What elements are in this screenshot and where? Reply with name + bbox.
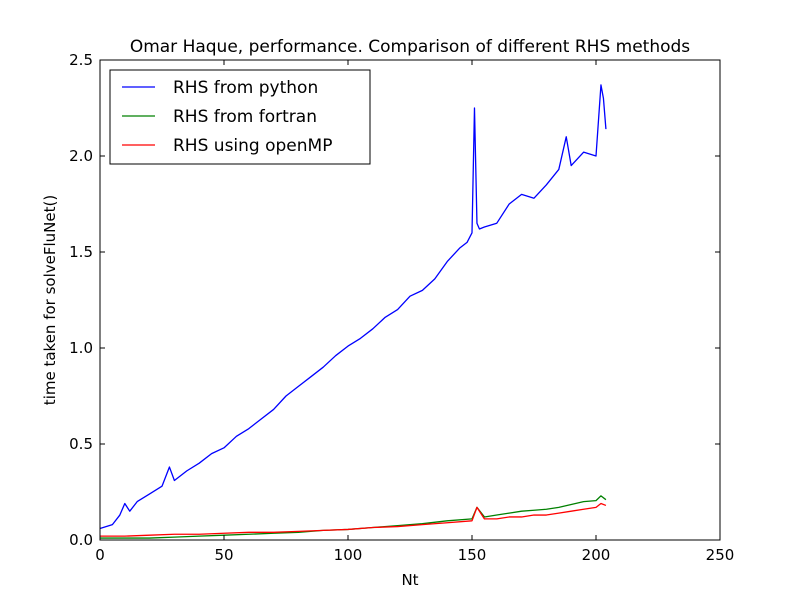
legend-label-3: RHS using openMP [173, 136, 332, 156]
y-tick-label: 1.0 [69, 339, 93, 357]
x-tick-label: 200 [582, 546, 611, 564]
series-line-2 [100, 495, 607, 539]
x-tick-label: 150 [458, 546, 487, 564]
series-line-3 [100, 502, 607, 537]
y-tick-label: 2.0 [69, 147, 93, 165]
plot-area: 0 50 100 150 200 250 0.0 0.5 1.0 1.5 2.0 2.5 [69, 51, 734, 564]
legend-label-1: RHS from python [173, 78, 318, 98]
x-axis-label: Nt [401, 571, 418, 589]
x-tick-label: 250 [706, 546, 735, 564]
y-tick-label: 0.0 [69, 531, 93, 549]
chart-title: Omar Haque, performance. Comparison of d… [130, 37, 690, 57]
y-tick-label: 2.5 [69, 51, 93, 69]
x-tick-label: 100 [334, 546, 363, 564]
legend-box [109, 69, 371, 165]
x-tick-label: 0 [95, 546, 105, 564]
plot-frame [99, 59, 721, 541]
series-line-1 [99, 84, 607, 530]
y-tick-label: 1.5 [69, 243, 93, 261]
x-tick-label: 50 [214, 546, 233, 564]
y-tick-label: 0.5 [69, 435, 93, 453]
legend: RHS from python RHS from fortran RHS using… [109, 69, 371, 165]
legend-label-2: RHS from fortran [173, 107, 317, 127]
y-axis-label: time taken for solveFluNet() [41, 195, 59, 405]
